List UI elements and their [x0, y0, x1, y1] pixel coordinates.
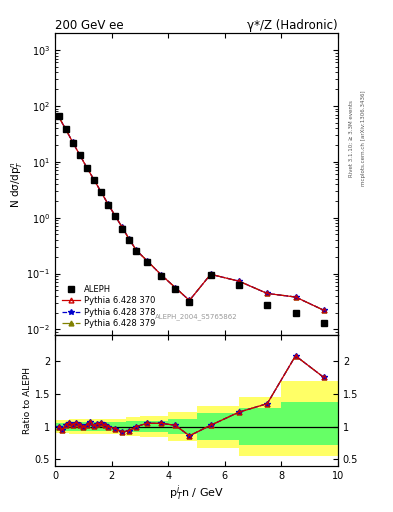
Y-axis label: N dσ/dp$_T^n$: N dσ/dp$_T^n$	[9, 160, 25, 208]
Text: Rivet 3.1.10; ≥ 3.3M events: Rivet 3.1.10; ≥ 3.3M events	[349, 100, 354, 177]
Y-axis label: Ratio to ALEPH: Ratio to ALEPH	[23, 367, 32, 434]
Text: ALEPH_2004_S5765862: ALEPH_2004_S5765862	[155, 313, 238, 320]
X-axis label: p$_T^i$n / GeV: p$_T^i$n / GeV	[169, 483, 224, 503]
Legend: ALEPH, Pythia 6.428 370, Pythia 6.428 378, Pythia 6.428 379: ALEPH, Pythia 6.428 370, Pythia 6.428 37…	[59, 282, 158, 331]
Text: mcplots.cern.ch [arXiv:1306.3436]: mcplots.cern.ch [arXiv:1306.3436]	[361, 91, 366, 186]
Text: γ*/Z (Hadronic): γ*/Z (Hadronic)	[247, 19, 338, 32]
Text: 200 GeV ee: 200 GeV ee	[55, 19, 124, 32]
